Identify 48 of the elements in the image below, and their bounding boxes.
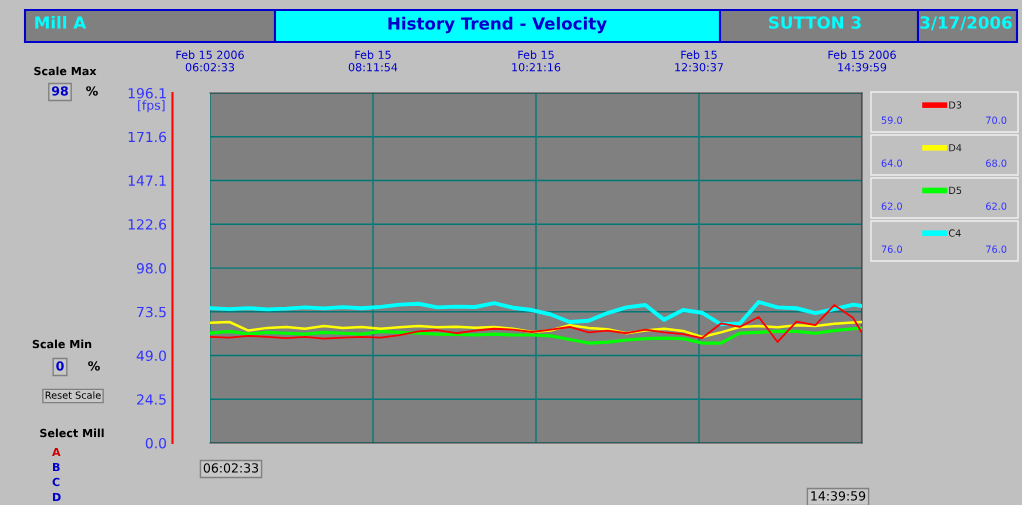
text: B (53, 462, 60, 472)
legend-label: D5 (949, 186, 962, 195)
y-tick-label: 171.6 (128, 131, 167, 143)
y-tick-label: 0.0 (145, 437, 167, 449)
x-tick-label: Feb 15 10:21:16 (512, 50, 561, 72)
text: 3/17/2006 (920, 16, 1012, 31)
chart-title: History Trend - Velocity (388, 16, 607, 34)
text: 70.0 (986, 116, 1007, 124)
y-tick-label: 49.0 (136, 350, 167, 362)
y-axis-title: [fps] (138, 100, 165, 113)
line-series (210, 300, 862, 327)
text: 14:39:59 (811, 491, 866, 501)
line-series (210, 304, 862, 343)
y-tick-label: 122.6 (128, 219, 167, 230)
x-tick-label: Feb 15 2006 06:02:33 (176, 50, 244, 72)
text: % (88, 361, 100, 371)
y-tick-label: 24.5 (137, 394, 166, 405)
y-tick-label: 73.5 (137, 306, 166, 318)
legend-label: D4 (949, 144, 962, 152)
text: Scale Max (34, 66, 97, 76)
text: C (52, 477, 60, 487)
text: 76.0 (881, 245, 902, 253)
text: 64.0 (881, 159, 902, 167)
line-series (210, 326, 862, 345)
text: 76.0 (986, 245, 1007, 253)
text: % (86, 86, 98, 96)
legend-label: C4 (948, 229, 961, 237)
x-tick-label: Feb 15 2006 14:39:59 (828, 50, 896, 72)
text: D (53, 492, 61, 502)
text: Scale Min (32, 339, 92, 349)
y-tick-label: 196.1 (128, 87, 166, 99)
text: SUTTON 3 (769, 16, 861, 29)
text: 62.0 (986, 202, 1007, 210)
text: 59.0 (881, 116, 902, 124)
text: 68.0 (986, 159, 1007, 167)
x-tick-label: Feb 15 12:30:37 (675, 50, 723, 72)
text: 06:02:33 (203, 463, 259, 473)
text: Mill A (35, 15, 87, 29)
text: Reset Scale (45, 391, 101, 399)
x-tick-label: Feb 15 08:11:54 (348, 50, 398, 72)
text: Select Mill (40, 428, 104, 438)
text: 0 (56, 361, 64, 371)
text: A (52, 447, 61, 457)
text: 62.0 (881, 202, 902, 210)
legend-label: D3 (949, 101, 962, 109)
y-tick-label: 98.0 (136, 263, 167, 274)
y-tick-label: 147.1 (128, 175, 166, 186)
text: 98 (51, 86, 68, 96)
